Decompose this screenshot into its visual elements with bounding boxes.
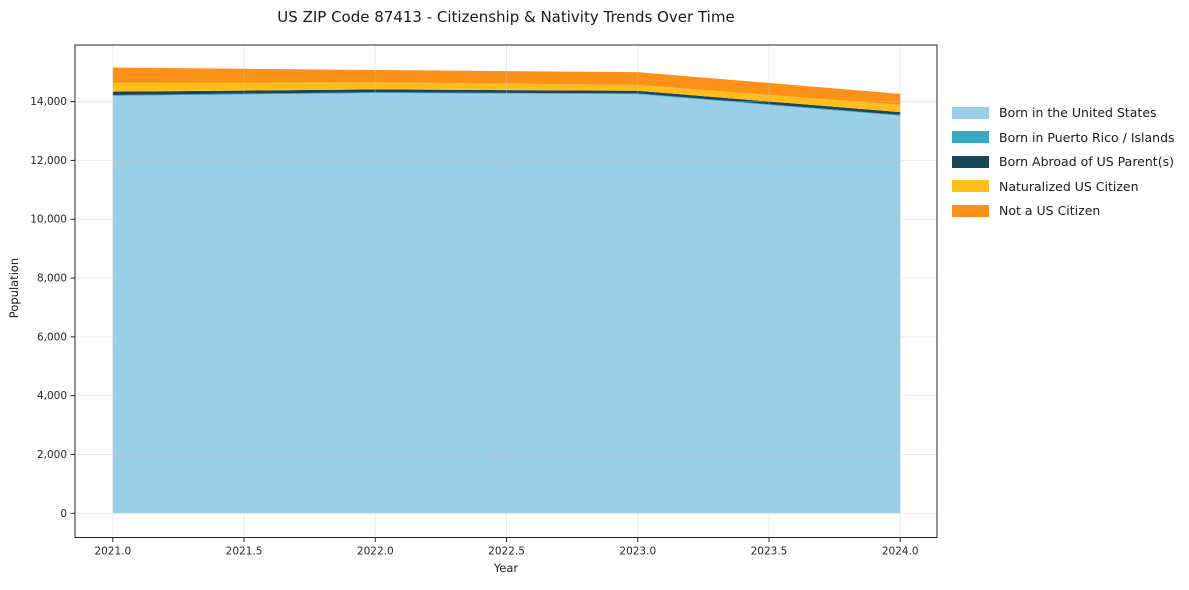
plot-border xyxy=(74,44,938,538)
legend-item-born-abroad-of-us-parent-s: Born Abroad of US Parent(s) xyxy=(952,153,1175,170)
area-born-abroad-of-us-parent-s xyxy=(112,89,901,115)
area-naturalized-us-citizen xyxy=(112,82,901,113)
legend-swatch-icon xyxy=(952,204,989,217)
x-tick-label: 2023.0 xyxy=(619,546,656,558)
legend-swatch-icon xyxy=(952,180,989,192)
legend-swatch-icon xyxy=(952,131,989,143)
x-axis-label: Year xyxy=(493,561,519,575)
legend-label: Born in Puerto Rico / Islands xyxy=(999,129,1175,145)
legend-item-born-in-puerto-rico-islands: Born in Puerto Rico / Islands xyxy=(952,129,1175,146)
x-tick-label: 2023.5 xyxy=(751,546,788,558)
y-tick-label: 4,000 xyxy=(37,390,67,402)
legend-label: Born in the United States xyxy=(999,105,1157,120)
x-tick-label: 2021.5 xyxy=(226,546,263,558)
y-tick-label: 14,000 xyxy=(30,96,67,108)
x-tick-label: 2024.0 xyxy=(882,546,919,558)
area-born-in-the-united-states xyxy=(112,93,901,514)
y-tick-label: 6,000 xyxy=(37,331,67,343)
legend: Born in the United States Born in Puerto … xyxy=(952,104,1175,227)
legend-label: Born Abroad of US Parent(s) xyxy=(999,154,1174,169)
y-tick-label: 0 xyxy=(60,508,67,520)
chart-title: US ZIP Code 87413 - Citizenship & Nativi… xyxy=(277,8,735,26)
legend-label: Not a US Citizen xyxy=(999,203,1101,218)
legend-item-naturalized-us-citizen: Naturalized US Citizen xyxy=(952,178,1175,195)
area-born-in-puerto-rico-islands xyxy=(112,92,901,116)
x-tick-label: 2021.0 xyxy=(94,546,131,558)
legend-swatch-icon xyxy=(952,106,989,119)
area-not-a-us-citizen xyxy=(112,67,901,105)
y-tick-label: 10,000 xyxy=(30,214,67,226)
y-tick-label: 8,000 xyxy=(37,273,67,285)
x-tick-label: 2022.0 xyxy=(357,546,394,558)
legend-label: Naturalized US Citizen xyxy=(999,178,1139,194)
legend-swatch-icon xyxy=(952,155,989,168)
y-tick-label: 2,000 xyxy=(37,449,67,461)
legend-item-born-in-the-united-states: Born in the United States xyxy=(952,104,1175,121)
y-tick-label: 12,000 xyxy=(30,155,67,167)
y-axis-label: Population xyxy=(7,257,21,319)
x-tick-label: 2022.5 xyxy=(488,546,525,558)
legend-item-not-a-us-citizen: Not a US Citizen xyxy=(952,202,1175,219)
